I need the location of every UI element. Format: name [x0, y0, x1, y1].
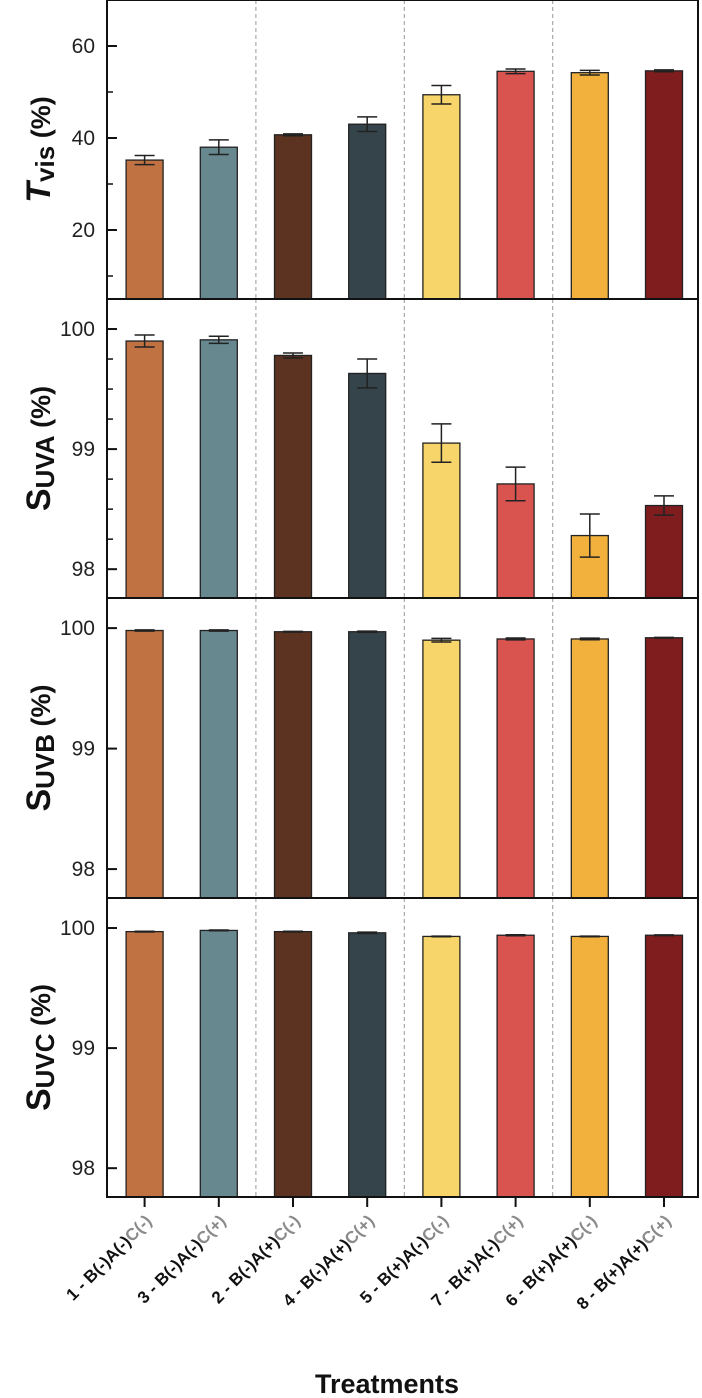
bar [199, 146, 238, 300]
y-tick-label: 98 [72, 558, 95, 581]
error-bar [134, 154, 155, 166]
plot-frame [106, 597, 699, 899]
y-tick-label: 60 [72, 35, 95, 58]
x-axis: 1 - B(-)A(-)C(-)3 - B(-)A(-)C(+)2 - B(-)… [63, 1197, 675, 1313]
bar [348, 932, 387, 1198]
bar [125, 930, 164, 1198]
bar [644, 70, 684, 300]
y-tick-label: 98 [72, 1157, 95, 1180]
panel-1: 20 40 60 Tvis (%) [20, 0, 699, 300]
y-tick-label: 99 [72, 738, 95, 761]
y-tick-label: 98 [72, 858, 95, 881]
error-bar [134, 930, 155, 933]
bar [125, 629, 164, 899]
panel-3: 98 99 100 SUVB (%) [20, 597, 699, 899]
error-bar [134, 334, 155, 348]
error-bar [208, 929, 229, 932]
plot-frame [106, 298, 699, 599]
y-axis-label: Tvis (%) [20, 96, 60, 202]
y-axis-label: SUVB (%) [20, 684, 60, 811]
y-tick-label: 20 [72, 219, 95, 242]
bar [422, 639, 461, 899]
y-tick-label: 40 [72, 127, 95, 150]
error-bar [505, 466, 526, 502]
error-bar [579, 935, 600, 938]
bar [125, 340, 164, 599]
error-bar [208, 139, 229, 156]
bar [348, 631, 387, 899]
y-tick-label: 99 [72, 438, 95, 461]
error-bar [654, 934, 674, 937]
bar [348, 372, 387, 599]
error-bar [431, 637, 452, 643]
error-bar [431, 935, 452, 938]
y-axis-label: SUVC (%) [20, 984, 60, 1111]
y-axis-label: SUVA (%) [20, 386, 60, 511]
y-tick-label: 100 [60, 318, 95, 341]
bar [644, 504, 684, 599]
bar [422, 442, 461, 599]
error-bar [505, 68, 526, 75]
error-bar [579, 637, 600, 641]
error-bar [431, 423, 452, 464]
error-bar [283, 630, 303, 633]
error-bar [431, 84, 452, 105]
bar [199, 629, 238, 899]
bar [273, 354, 313, 599]
panel-4: 98 99 100 SUVC (%) [20, 897, 699, 1198]
error-bar [579, 513, 600, 558]
error-bar [579, 69, 600, 76]
error-bar [654, 636, 674, 639]
error-bar [134, 629, 155, 632]
bar [199, 929, 238, 1198]
plot-frame [106, 897, 699, 1198]
bar [644, 637, 684, 899]
error-bar [357, 931, 378, 935]
bar [496, 70, 535, 300]
error-bar [505, 933, 526, 937]
y-tick-label: 100 [60, 917, 95, 940]
bar [422, 935, 461, 1198]
bar [273, 631, 313, 899]
bar [348, 123, 387, 300]
error-bar [654, 495, 674, 516]
bar [644, 934, 684, 1198]
bar [125, 159, 164, 300]
error-bar [357, 358, 378, 389]
error-bar [208, 335, 229, 345]
error-bar [283, 352, 303, 359]
bar [570, 72, 609, 300]
x-axis-title: Treatments [315, 1369, 459, 1398]
error-bar [357, 630, 378, 634]
bar [570, 638, 609, 899]
bar [422, 94, 461, 300]
y-tick-label: 100 [60, 617, 95, 640]
bar [273, 134, 313, 300]
plot-frame [106, 0, 699, 300]
panels: 20 40 60 Tvis (%) 98 99 100 SUVA (%) 98 99 100 SUVB… [20, 0, 699, 1198]
error-bar [654, 69, 674, 73]
error-bar [283, 133, 303, 137]
bar [570, 935, 609, 1198]
error-bar [505, 637, 526, 641]
error-bar [283, 930, 303, 933]
bar [273, 930, 313, 1198]
bar [199, 339, 238, 599]
bar [496, 638, 535, 899]
y-tick-label: 99 [72, 1037, 95, 1060]
bar [496, 483, 535, 599]
bar [496, 934, 535, 1198]
panel-2: 98 99 100 SUVA (%) [20, 298, 699, 599]
error-bar [208, 629, 229, 632]
error-bar [357, 116, 378, 133]
